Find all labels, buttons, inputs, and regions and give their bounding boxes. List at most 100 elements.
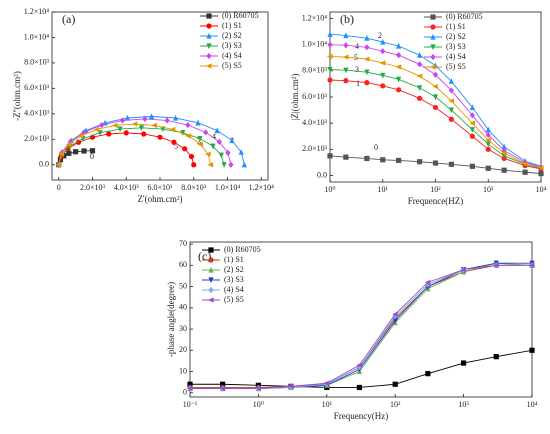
data-point bbox=[448, 78, 454, 84]
data-point bbox=[343, 32, 349, 39]
legend-marker bbox=[205, 63, 212, 69]
data-point bbox=[327, 153, 333, 159]
legend-marker bbox=[430, 24, 436, 30]
data-point bbox=[218, 152, 224, 159]
data-point bbox=[416, 73, 423, 79]
y-axis-label: -Z''(ohm.cm²) bbox=[12, 71, 22, 121]
data-point bbox=[141, 131, 147, 137]
y-tick-label: 0.0 bbox=[317, 170, 327, 179]
data-point bbox=[379, 60, 386, 66]
data-point bbox=[219, 385, 226, 392]
data-point bbox=[255, 385, 261, 392]
data-point bbox=[169, 126, 176, 133]
curve-annotation: 5 bbox=[354, 53, 358, 62]
data-point bbox=[195, 119, 201, 126]
data-point bbox=[392, 311, 398, 317]
data-point bbox=[207, 162, 214, 168]
data-point bbox=[417, 52, 423, 58]
data-point bbox=[210, 143, 216, 150]
panel: 10⁰ 10¹ 10² 10³ 10⁴ 0.0 2.0×10³ 4.0×10³ 6.0×10³ 8… bbox=[290, 11, 547, 206]
legend-label: (3) S3 bbox=[222, 41, 242, 50]
data-point bbox=[396, 87, 402, 93]
x-tick-label: 10¹ bbox=[322, 400, 333, 409]
data-point bbox=[241, 161, 247, 168]
x-tick-label: 10² bbox=[430, 185, 441, 194]
x-tick-label: 2.0×10³ bbox=[80, 183, 106, 192]
legend-label: (2) S2 bbox=[446, 32, 466, 41]
data-point bbox=[469, 163, 475, 169]
legend-marker bbox=[208, 266, 214, 273]
data-point bbox=[363, 56, 370, 62]
data-point bbox=[364, 80, 370, 86]
legend-marker bbox=[206, 52, 212, 60]
data-point bbox=[197, 141, 204, 147]
data-point bbox=[469, 104, 475, 111]
series-line bbox=[58, 115, 245, 165]
legend-marker bbox=[208, 247, 214, 253]
y-tick-label: 40 bbox=[179, 303, 187, 312]
data-point bbox=[364, 35, 370, 41]
data-point bbox=[99, 121, 105, 129]
y-tick-label: 6.0×10³ bbox=[302, 92, 328, 101]
y-tick-label: 50 bbox=[179, 281, 187, 290]
y-tick-label: 2.0×10³ bbox=[302, 144, 328, 153]
data-point bbox=[73, 149, 79, 155]
data-point bbox=[106, 131, 112, 137]
data-point bbox=[469, 133, 475, 139]
data-point bbox=[424, 279, 431, 285]
data-point bbox=[131, 121, 138, 127]
data-point bbox=[229, 137, 235, 144]
y-tick-label: 0 bbox=[183, 388, 187, 397]
legend-label: (0) R60705 bbox=[222, 11, 259, 20]
data-point bbox=[380, 48, 386, 55]
data-point bbox=[326, 53, 333, 60]
data-point bbox=[364, 44, 370, 51]
series-line bbox=[329, 33, 542, 167]
data-point bbox=[327, 77, 333, 83]
data-point bbox=[528, 262, 535, 268]
data-point bbox=[522, 169, 528, 175]
legend-marker bbox=[206, 32, 212, 39]
data-point bbox=[538, 170, 544, 177]
data-point bbox=[396, 76, 402, 83]
data-point bbox=[225, 149, 231, 156]
legend-label: (5) S5 bbox=[222, 61, 242, 70]
legend-label: (4) S4 bbox=[224, 285, 244, 294]
legend-label: (0) R60705 bbox=[224, 245, 261, 254]
x-tick-label: 4.0×10³ bbox=[114, 183, 140, 192]
data-point bbox=[364, 69, 370, 76]
data-point bbox=[327, 41, 333, 48]
data-point bbox=[216, 138, 222, 145]
data-point bbox=[185, 121, 191, 129]
legend-marker bbox=[208, 286, 214, 294]
x-tick-label: 10⁴ bbox=[536, 185, 547, 194]
data-point bbox=[58, 151, 64, 157]
y-tick-label: 2.0×10³ bbox=[24, 134, 50, 143]
legend-marker bbox=[430, 53, 436, 61]
data-point bbox=[356, 364, 363, 371]
data-point bbox=[55, 162, 62, 168]
data-point bbox=[124, 114, 131, 121]
data-point bbox=[157, 134, 163, 140]
data-point bbox=[343, 154, 349, 160]
data-point bbox=[327, 66, 333, 73]
curve-annotation: 0 bbox=[90, 152, 94, 161]
data-point bbox=[485, 165, 491, 171]
data-point bbox=[432, 71, 439, 78]
data-point bbox=[448, 107, 454, 114]
data-point bbox=[432, 94, 439, 101]
x-tick-label: 10³ bbox=[458, 400, 469, 409]
curve-annotation: 0 bbox=[374, 143, 378, 152]
data-point bbox=[417, 61, 423, 68]
legend-marker bbox=[430, 14, 436, 20]
curve-annotation: 4 bbox=[212, 132, 216, 141]
x-tick-label: 10⁴ bbox=[527, 400, 538, 409]
data-point bbox=[425, 371, 431, 377]
data-point bbox=[191, 162, 197, 168]
data-point bbox=[432, 160, 439, 166]
panel-title: (c) bbox=[198, 249, 211, 263]
data-point bbox=[220, 381, 226, 387]
data-point bbox=[287, 383, 294, 389]
data-point bbox=[180, 130, 186, 136]
